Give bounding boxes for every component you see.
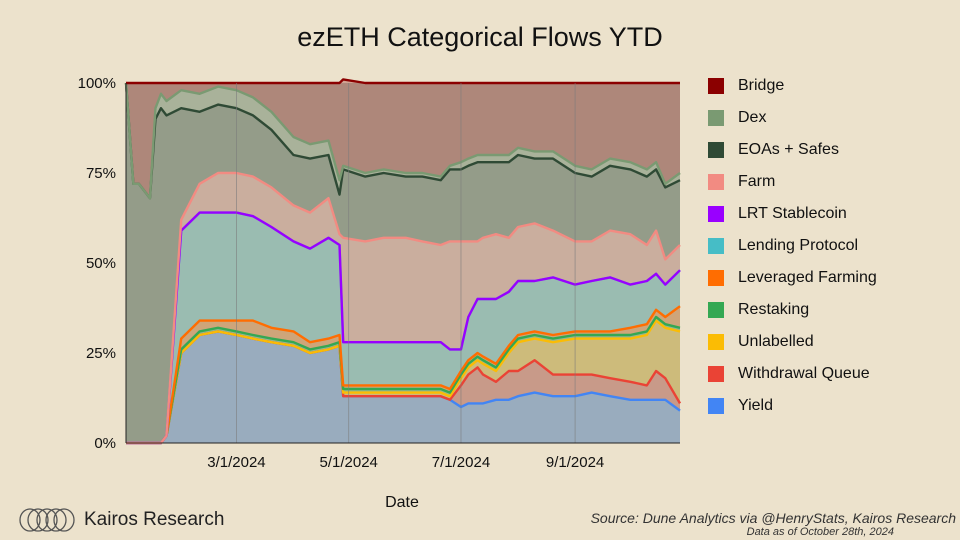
- y-tick-label: 50%: [86, 255, 116, 272]
- legend-label: Farm: [738, 173, 776, 190]
- line-leveraged-farming: [126, 305, 681, 445]
- legend-swatch: [708, 334, 724, 350]
- x-tick-label: 7/1/2024: [432, 454, 490, 471]
- legend-label: Restaking: [738, 301, 810, 318]
- legend: Bridge Dex EOAs + Safes Farm LRT Stablecoin L…: [708, 70, 877, 422]
- legend-label: EOAs + Safes: [738, 141, 839, 158]
- legend-swatch: [708, 270, 724, 286]
- y-tick-label: 25%: [86, 345, 116, 362]
- legend-label: LRT Stablecoin: [738, 205, 847, 222]
- x-tick-label: 5/1/2024: [320, 454, 378, 471]
- legend-swatch: [708, 174, 724, 190]
- legend-item-bridge: Bridge: [708, 70, 877, 102]
- legend-label: Unlabelled: [738, 333, 814, 350]
- plot-background: [126, 83, 680, 443]
- line-eoas-safes: [124, 82, 681, 200]
- kairos-logo: [19, 508, 75, 532]
- legend-swatch: [708, 110, 724, 126]
- legend-item-farm: Farm: [708, 166, 877, 198]
- legend-label: Leveraged Farming: [738, 269, 877, 286]
- legend-swatch: [708, 78, 724, 94]
- brand-name: Kairos Research: [84, 509, 225, 530]
- legend-item-restaking: Restaking: [708, 294, 877, 326]
- area-eoas-safes: [126, 83, 680, 443]
- legend-label: Dex: [738, 109, 767, 126]
- legend-item-lending-protocol: Lending Protocol: [708, 230, 877, 262]
- line-dex: [124, 82, 681, 200]
- area-bridge: [126, 79, 680, 199]
- legend-swatch: [708, 366, 724, 382]
- legend-item-unlabelled: Unlabelled: [708, 326, 877, 358]
- x-tick-label: 3/1/2024: [207, 454, 265, 471]
- y-tick-label: 100%: [78, 75, 116, 92]
- area-yield: [126, 331, 680, 443]
- legend-swatch: [708, 302, 724, 318]
- area-farm: [126, 173, 680, 443]
- x-tick-label: 9/1/2024: [546, 454, 604, 471]
- legend-label: Bridge: [738, 77, 785, 94]
- x-axis-label: Date: [385, 494, 419, 511]
- legend-item-lrt-stablecoin: LRT Stablecoin: [708, 198, 877, 230]
- y-tick-label: 75%: [86, 165, 116, 182]
- line-farm: [126, 171, 681, 445]
- data-as-of: Data as of October 28th, 2024: [746, 526, 894, 538]
- legend-swatch: [708, 238, 724, 254]
- legend-item-withdrawal-queue: Withdrawal Queue: [708, 358, 877, 390]
- legend-item-leveraged-farming: Leveraged Farming: [708, 262, 877, 294]
- legend-swatch: [708, 142, 724, 158]
- y-tick-label: 0%: [94, 435, 116, 452]
- legend-swatch: [708, 398, 724, 414]
- brand: Kairos Research: [18, 507, 224, 533]
- source-note: Source: Dune Analytics via @HenryStats, …: [591, 510, 956, 538]
- line-bridge: [126, 78, 680, 85]
- legend-item-yield: Yield: [708, 390, 877, 422]
- legend-label: Lending Protocol: [738, 237, 859, 254]
- legend-item-dex: Dex: [708, 102, 877, 134]
- legend-swatch: [708, 206, 724, 222]
- area-withdrawal-queue: [126, 331, 680, 443]
- area-dex: [126, 83, 680, 199]
- chart-title: ezETH Categorical Flows YTD: [297, 22, 663, 52]
- source-text: Source: Dune Analytics via @HenryStats, …: [590, 510, 956, 526]
- area-unlabelled: [126, 320, 680, 443]
- legend-item-eoas-safes: EOAs + Safes: [708, 134, 877, 166]
- area-lending-protocol: [126, 212, 680, 443]
- legend-label: Withdrawal Queue: [738, 365, 870, 382]
- legend-label: Yield: [738, 397, 773, 414]
